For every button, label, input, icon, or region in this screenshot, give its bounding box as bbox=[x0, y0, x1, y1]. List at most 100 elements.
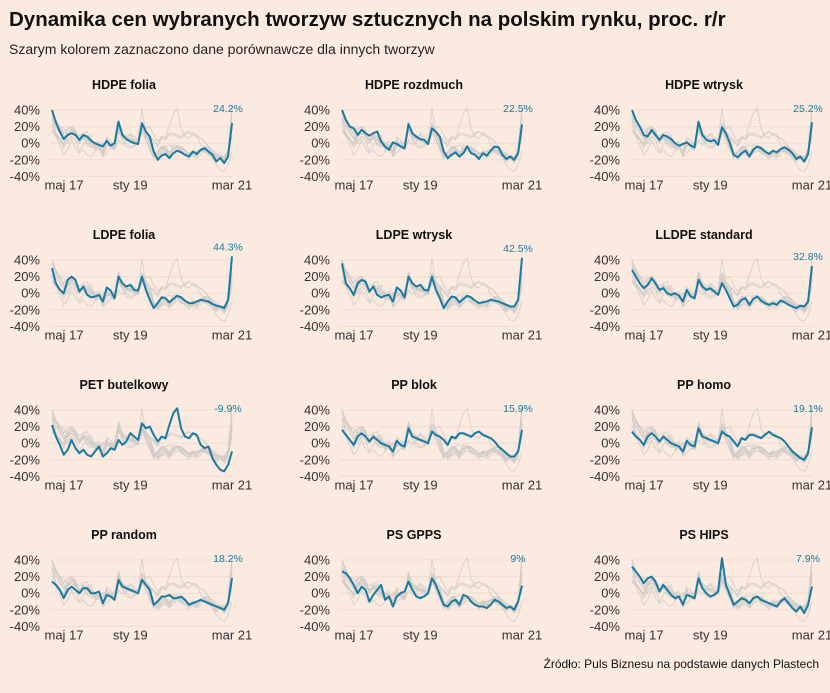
x-tick-label: sty 19 bbox=[403, 477, 438, 492]
y-tick-label: 40% bbox=[594, 253, 620, 268]
panel-title: HDPE folia bbox=[92, 78, 157, 92]
x-tick-label: maj 17 bbox=[334, 627, 373, 642]
context-series-line bbox=[51, 408, 233, 465]
source-note: Źródło: Puls Biznesu na podstawie danych… bbox=[543, 657, 820, 671]
context-series-line bbox=[631, 109, 813, 164]
panel-lldpe-standard: LLDPE standard 40%20% 0%-20% -40%maj 17 sty … bbox=[590, 228, 830, 342]
highlight-series-line bbox=[51, 109, 233, 165]
y-tick-label: -20% bbox=[10, 152, 41, 167]
x-tick-label: sty 19 bbox=[403, 627, 438, 642]
panel-hdpe-wtrysk: HDPE wtrysk 40%20% 0%-20% -40%maj 17 sty 19 m… bbox=[590, 78, 830, 192]
last-value-label: 15.9% bbox=[503, 403, 533, 415]
x-tick-label: sty 19 bbox=[693, 477, 728, 492]
x-tick-label: sty 19 bbox=[693, 177, 728, 192]
y-tick-label: 0% bbox=[311, 586, 330, 601]
x-tick-label: sty 19 bbox=[113, 627, 148, 642]
y-tick-label: 20% bbox=[594, 119, 620, 134]
last-value-label: 25.2% bbox=[793, 103, 823, 115]
x-tick-label: maj 17 bbox=[624, 477, 663, 492]
x-tick-label: sty 19 bbox=[403, 177, 438, 192]
context-series-line bbox=[631, 409, 813, 464]
y-tick-label: 40% bbox=[304, 253, 330, 268]
y-tick-label: 0% bbox=[601, 136, 620, 151]
x-tick-label: mar 21 bbox=[502, 477, 542, 492]
y-tick-label: -20% bbox=[300, 302, 331, 317]
last-value-label: 7.9% bbox=[796, 553, 820, 565]
y-tick-label: -40% bbox=[10, 469, 41, 484]
x-tick-label: mar 21 bbox=[502, 177, 542, 192]
y-tick-label: -40% bbox=[300, 469, 331, 484]
highlight-series-line bbox=[341, 109, 523, 161]
context-series-line bbox=[51, 559, 233, 614]
y-tick-label: 20% bbox=[14, 419, 40, 434]
panel-pp-blok: PP blok 40%20% 0%-20% -40%maj 17 sty 19 mar 2… bbox=[300, 378, 543, 492]
last-value-label: 19.1% bbox=[793, 403, 823, 415]
x-tick-label: mar 21 bbox=[212, 627, 252, 642]
y-tick-label: -40% bbox=[300, 319, 331, 334]
y-tick-label: 20% bbox=[594, 269, 620, 284]
x-tick-label: mar 21 bbox=[502, 627, 542, 642]
panel-title: HDPE wtrysk bbox=[665, 78, 743, 92]
y-tick-label: -20% bbox=[300, 452, 331, 467]
y-tick-label: 20% bbox=[14, 569, 40, 584]
y-tick-label: 0% bbox=[21, 436, 40, 451]
last-value-label: 18.2% bbox=[213, 553, 243, 565]
x-tick-label: sty 19 bbox=[113, 477, 148, 492]
chart-subtitle: Szarym kolorem zaznaczono dane porównawc… bbox=[9, 41, 435, 57]
highlight-series-line bbox=[51, 577, 233, 611]
panel-pp-random: PP random 40%20% 0%-20% -40%maj 17 sty 19 mar… bbox=[10, 528, 253, 642]
y-tick-label: 40% bbox=[14, 103, 40, 118]
context-series-line bbox=[341, 257, 523, 322]
x-tick-label: mar 21 bbox=[502, 327, 542, 342]
x-tick-label: sty 19 bbox=[693, 327, 728, 342]
last-value-label: 32.8% bbox=[793, 251, 823, 263]
y-tick-label: -40% bbox=[300, 169, 331, 184]
panel-title: PS HIPS bbox=[679, 528, 728, 542]
chart-title: Dynamika cen wybranych tworzyw sztucznyc… bbox=[9, 8, 726, 31]
y-tick-label: -20% bbox=[10, 602, 41, 617]
context-series-line bbox=[631, 407, 813, 472]
panel-title: LDPE folia bbox=[93, 228, 157, 242]
y-tick-label: 40% bbox=[594, 403, 620, 418]
highlight-series-line bbox=[51, 256, 233, 310]
y-tick-label: -40% bbox=[300, 619, 331, 634]
context-series-line bbox=[341, 107, 523, 172]
y-tick-label: -20% bbox=[590, 302, 621, 317]
context-series-line bbox=[51, 426, 233, 461]
y-tick-label: -20% bbox=[10, 452, 41, 467]
x-tick-label: sty 19 bbox=[113, 327, 148, 342]
x-tick-label: maj 17 bbox=[334, 327, 373, 342]
context-series-line bbox=[51, 571, 233, 611]
y-tick-label: 20% bbox=[304, 119, 330, 134]
y-tick-label: 20% bbox=[304, 419, 330, 434]
x-tick-label: mar 21 bbox=[792, 327, 830, 342]
panel-title: PP homo bbox=[677, 378, 731, 392]
panel-ps-gpps: PS GPPS 40%20% 0%-20% -40%maj 17 sty 19 mar 2… bbox=[300, 528, 543, 642]
x-tick-label: mar 21 bbox=[212, 327, 252, 342]
context-series-line bbox=[51, 409, 233, 464]
y-tick-label: -20% bbox=[590, 602, 621, 617]
context-series-line bbox=[631, 559, 813, 614]
y-tick-label: 40% bbox=[14, 403, 40, 418]
y-tick-label: -40% bbox=[590, 469, 621, 484]
highlight-series-line bbox=[341, 257, 523, 310]
context-series-line bbox=[341, 409, 523, 464]
panel-ps-hips: PS HIPS 40%20% 0%-20% -40%maj 17 sty 19 mar 2… bbox=[590, 528, 830, 642]
y-tick-label: 40% bbox=[304, 403, 330, 418]
context-series-line bbox=[341, 559, 523, 614]
y-tick-label: 20% bbox=[304, 269, 330, 284]
context-series-line bbox=[631, 107, 813, 172]
x-tick-label: mar 21 bbox=[792, 627, 830, 642]
y-tick-label: 40% bbox=[304, 553, 330, 568]
panel-title: PP blok bbox=[391, 378, 437, 392]
last-value-label: 44.3% bbox=[213, 241, 243, 253]
context-series-line bbox=[51, 557, 233, 622]
y-tick-label: -40% bbox=[10, 619, 41, 634]
y-tick-label: 0% bbox=[601, 286, 620, 301]
x-tick-label: mar 21 bbox=[212, 477, 252, 492]
y-tick-label: 40% bbox=[594, 553, 620, 568]
x-tick-label: sty 19 bbox=[403, 327, 438, 342]
highlight-series-line bbox=[51, 407, 233, 473]
y-tick-label: 20% bbox=[594, 569, 620, 584]
last-value-label: 24.2% bbox=[213, 103, 243, 115]
